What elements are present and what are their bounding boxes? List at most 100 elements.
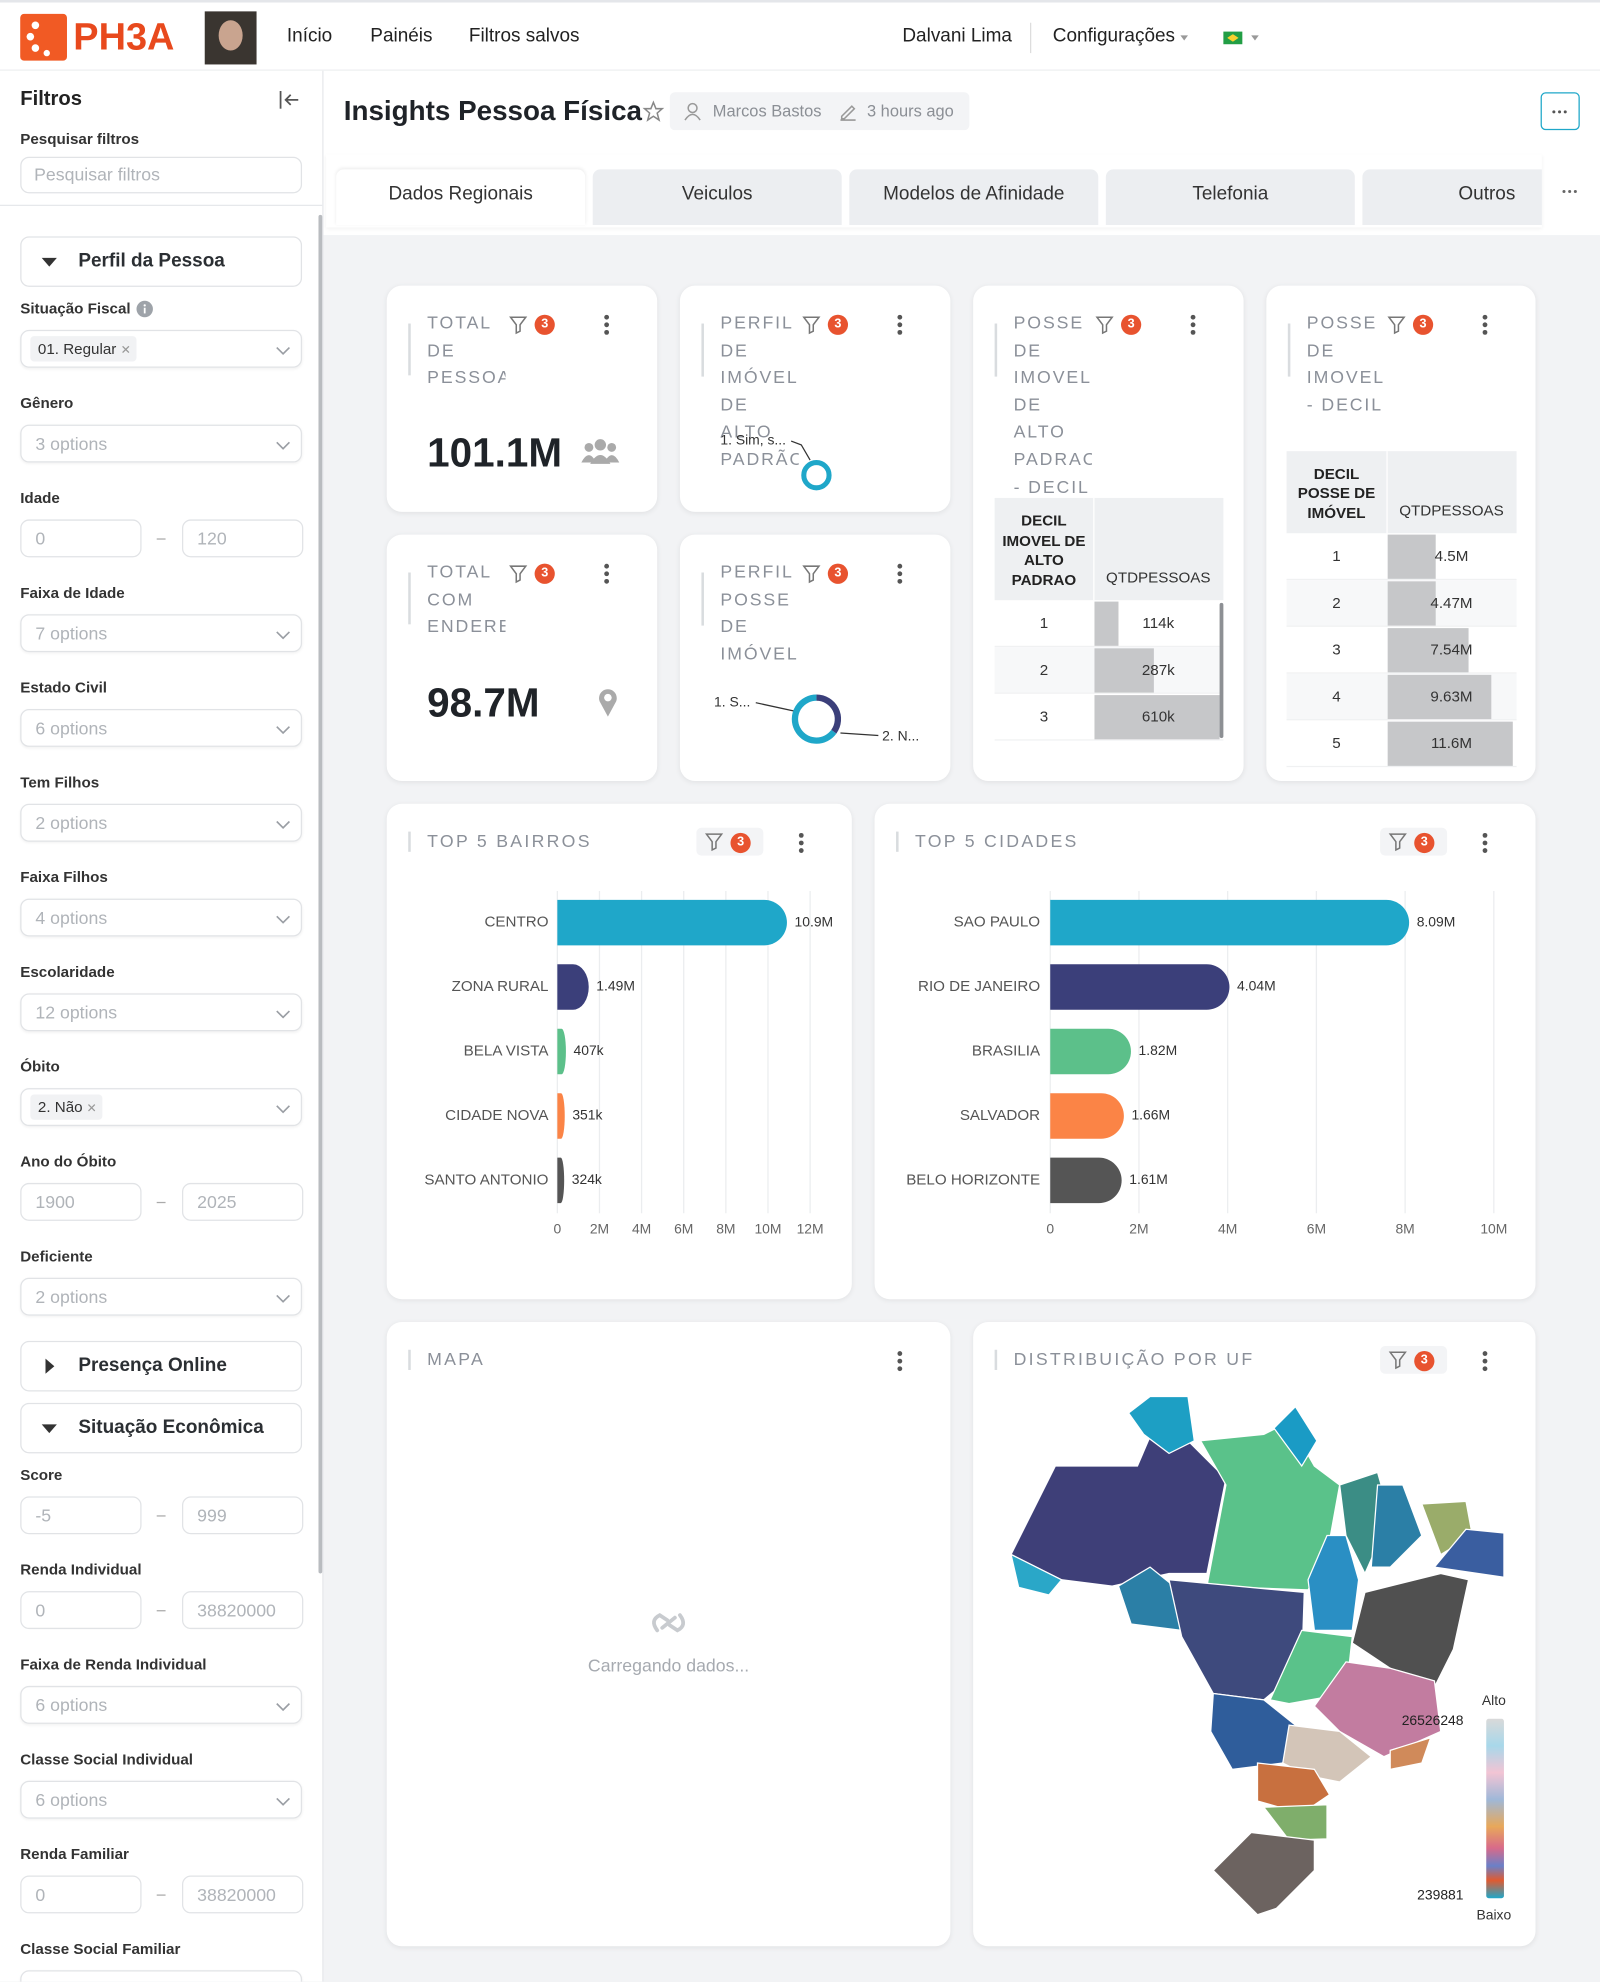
tab[interactable]: Veiculos xyxy=(592,169,842,225)
filter-section[interactable]: Situação Econômica xyxy=(20,1402,303,1454)
scrollbar[interactable] xyxy=(318,214,323,1574)
card-title: PERFIL DE IMÓVEL DE ALTO PADRÃO xyxy=(720,312,799,469)
filter-select[interactable]: 2 options xyxy=(20,1277,303,1316)
chevron-part xyxy=(276,1797,290,1806)
filter-icon[interactable] xyxy=(1388,1351,1407,1370)
card-menu[interactable] xyxy=(1482,1351,1488,1372)
range-min[interactable]: 0 xyxy=(20,1591,142,1630)
tag-remove[interactable] xyxy=(88,1103,97,1112)
filter-select[interactable]: 01. Regular xyxy=(20,329,303,368)
pin-icon-part xyxy=(604,693,612,702)
filter-select[interactable]: 6 options xyxy=(20,1685,303,1724)
card-menu[interactable] xyxy=(604,563,610,584)
range-min-value: 1900 xyxy=(35,1191,75,1213)
select-placeholder: 4 options xyxy=(35,907,108,928)
filter-label: Idade xyxy=(20,489,60,507)
selected-tag[interactable]: 2. Não xyxy=(30,1094,103,1120)
range-max[interactable]: 38820000 xyxy=(181,1591,304,1630)
filter-select[interactable]: 3 options xyxy=(20,424,303,463)
card-menu[interactable] xyxy=(798,832,804,853)
column-header[interactable]: QTDPESSOAS xyxy=(1399,501,1504,520)
filter-select[interactable]: 12 options xyxy=(20,993,303,1032)
filter-label: Classe Social Individual xyxy=(20,1750,194,1769)
filter-select[interactable]: 6 options xyxy=(20,1780,303,1819)
card-menu[interactable] xyxy=(1482,832,1488,853)
more-dots[interactable] xyxy=(1552,110,1567,114)
filter-select[interactable]: 7 options xyxy=(20,614,303,653)
logo-dots-part xyxy=(31,44,40,52)
filter-icon[interactable] xyxy=(1095,316,1114,335)
filter-icon[interactable] xyxy=(802,316,821,335)
user-name[interactable]: Dalvani Lima xyxy=(902,25,1012,47)
card-menu-part xyxy=(604,578,610,584)
filter-icon[interactable] xyxy=(704,833,724,852)
range-min[interactable]: 0 xyxy=(20,519,142,558)
filter-label: Faixa Filhos xyxy=(20,868,108,886)
table-header: DECIL IMOVEL DE ALTO PADRAO QTDPESSOAS xyxy=(994,497,1224,601)
nav-link[interactable]: Filtros salvos xyxy=(468,25,580,47)
filter-select[interactable]: 2. Não xyxy=(20,1088,303,1127)
card-menu[interactable] xyxy=(897,314,903,335)
selected-tag[interactable]: 01. Regular xyxy=(30,336,137,362)
column-header[interactable]: DECIL IMOVEL DE ALTO PADRAO xyxy=(1002,511,1086,589)
tabs-more[interactable] xyxy=(1562,189,1577,194)
filter-chip[interactable] xyxy=(1380,1345,1448,1374)
avatar[interactable] xyxy=(204,11,257,65)
people-icon-part xyxy=(590,454,611,464)
select-placeholder: 2 options xyxy=(35,812,108,833)
filter-icon[interactable] xyxy=(509,565,528,584)
range-max[interactable]: 2025 xyxy=(181,1182,304,1221)
nav-link[interactable]: Painéis xyxy=(370,25,433,47)
title-accent xyxy=(408,323,411,376)
section-label: Presença Online xyxy=(78,1354,227,1377)
filter-select[interactable]: 4 options xyxy=(20,898,303,937)
tab[interactable]: Telefonia xyxy=(1105,169,1355,225)
card-menu-part xyxy=(604,571,610,577)
card-menu[interactable] xyxy=(1482,314,1488,335)
people-icon-part xyxy=(594,439,607,451)
tab[interactable]: Dados Regionais xyxy=(336,169,586,225)
filter-icon[interactable] xyxy=(802,565,821,584)
card-menu-part xyxy=(1482,832,1488,838)
range-min[interactable]: 1900 xyxy=(20,1182,142,1221)
filter-section[interactable]: Perfil da Pessoa xyxy=(20,236,303,287)
column-header[interactable]: DECIL POSSE DE IMÓVEL xyxy=(1297,464,1376,522)
logo-dots xyxy=(26,21,50,57)
filter-chip[interactable] xyxy=(696,827,764,856)
nav-link[interactable]: Início xyxy=(286,25,333,47)
language-flag[interactable] xyxy=(1223,31,1243,45)
filter-select[interactable] xyxy=(20,1970,303,1982)
filter-chip[interactable] xyxy=(1380,827,1448,856)
column-header[interactable]: QTDPESSOAS xyxy=(1106,568,1211,587)
filter-select[interactable]: 6 options xyxy=(20,709,303,747)
filter-icon[interactable] xyxy=(1387,316,1406,335)
tab[interactable]: Outros xyxy=(1362,169,1542,225)
filter-section[interactable]: Presença Online xyxy=(20,1340,303,1392)
range-max[interactable]: 120 xyxy=(181,519,304,558)
tab[interactable]: Modelos de Afinidade xyxy=(849,169,1099,225)
card-menu[interactable] xyxy=(604,314,610,335)
favorite-star[interactable] xyxy=(642,100,665,122)
search-input[interactable]: Pesquisar filtros xyxy=(20,156,303,194)
collapse-sidebar[interactable] xyxy=(279,90,299,109)
range-max[interactable]: 999 xyxy=(181,1496,304,1535)
card-menu-part xyxy=(1482,322,1488,328)
table-scrollbar[interactable] xyxy=(1219,602,1224,739)
filter-select[interactable]: 2 options xyxy=(20,803,303,842)
settings-menu[interactable]: Configurações xyxy=(1052,25,1176,47)
select-placeholder: 6 options xyxy=(35,1789,108,1810)
card-menu[interactable] xyxy=(1190,314,1196,335)
tag-remove[interactable] xyxy=(121,345,130,354)
tag-text: 01. Regular xyxy=(37,339,117,358)
filter-icon[interactable] xyxy=(509,316,528,335)
table-cell: 4 xyxy=(1332,687,1341,706)
card-menu[interactable] xyxy=(897,1351,903,1372)
range-max[interactable]: 38820000 xyxy=(181,1875,304,1914)
people-icon-part xyxy=(607,442,617,452)
card-menu[interactable] xyxy=(897,563,903,584)
card-menu-part xyxy=(1190,314,1196,320)
range-min[interactable]: 0 xyxy=(20,1875,142,1914)
filter-icon[interactable] xyxy=(1388,833,1407,852)
range-min[interactable]: -5 xyxy=(20,1496,142,1535)
